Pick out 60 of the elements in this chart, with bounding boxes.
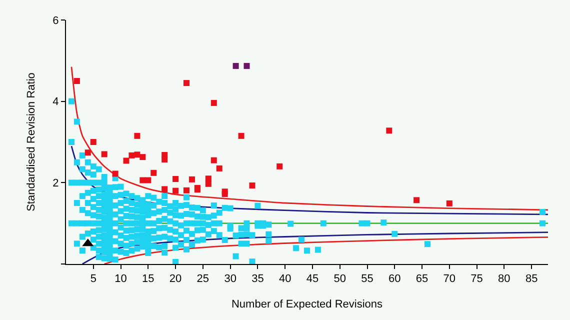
x-tick-label: 35: [252, 273, 264, 286]
y-axis-title: Standardised Revision Ratio: [25, 72, 38, 212]
point: [188, 176, 195, 182]
x-tick-label: 15: [142, 273, 154, 286]
point: [222, 191, 228, 198]
x-tick-label: 60: [388, 273, 401, 286]
point: [134, 152, 140, 158]
y-tick-label: 2: [52, 178, 59, 190]
x-tick-label: 5: [90, 273, 96, 286]
point: [101, 151, 108, 158]
point: [205, 176, 212, 182]
point: [162, 156, 168, 162]
x-tick-label: 20: [169, 273, 182, 286]
x-tick-label: 40: [278, 273, 292, 286]
point: [112, 170, 118, 177]
point: [446, 200, 452, 206]
y-tick-label: 4: [52, 96, 59, 108]
line-series: [70, 145, 548, 216]
point: [134, 132, 140, 139]
point: [128, 152, 135, 158]
point: [162, 186, 168, 192]
point: [145, 177, 152, 184]
point: [216, 165, 222, 172]
x-tick-label: 65: [416, 273, 428, 286]
point: [84, 150, 91, 156]
x-tick-label: 85: [525, 273, 538, 286]
x-tick-label: 70: [443, 273, 456, 286]
line-series: [82, 232, 548, 264]
point: [140, 154, 146, 160]
point: [210, 100, 217, 106]
x-tick-label: 25: [196, 273, 210, 286]
point: [238, 132, 244, 139]
line-series: [70, 66, 548, 211]
point: [140, 177, 146, 184]
x-tick-label: 50: [334, 273, 346, 286]
point: [172, 188, 179, 194]
point: [90, 139, 96, 145]
point: [386, 128, 392, 134]
point: [249, 182, 256, 189]
x-tick-label: 75: [470, 273, 483, 286]
point: [244, 62, 250, 69]
point: [184, 80, 190, 86]
point: [205, 180, 212, 187]
x-tick-label: 55: [361, 273, 374, 286]
line-series: [104, 236, 548, 264]
y-tick-label: 6: [52, 14, 59, 27]
point: [210, 157, 217, 164]
point: [276, 163, 283, 170]
x-tick-label: 10: [114, 273, 127, 286]
point: [150, 170, 157, 176]
point: [184, 187, 190, 194]
x-tick-label: 30: [224, 273, 236, 286]
point: [232, 62, 239, 69]
point: [74, 78, 80, 84]
point: [172, 176, 179, 182]
x-tick-label: 80: [498, 273, 510, 286]
point: [414, 197, 420, 204]
x-axis-title: Number of Expected Revisions: [231, 298, 384, 310]
point: [123, 158, 130, 164]
x-tick-label: 45: [306, 273, 319, 286]
